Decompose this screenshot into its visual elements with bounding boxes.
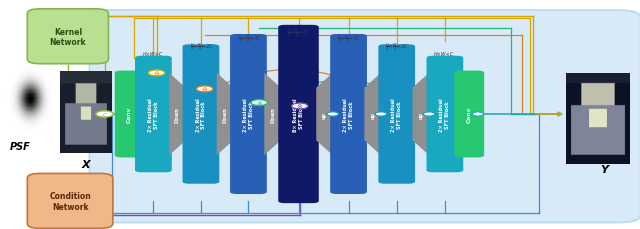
Circle shape (423, 112, 435, 117)
Text: 2× Residual
SFT Block: 2× Residual SFT Block (343, 98, 354, 131)
Text: H×W×C: H×W×C (434, 52, 454, 57)
Circle shape (375, 112, 387, 117)
Text: $\frac{H}{2}$$\times$$\frac{W}{2}$$\times$2C: $\frac{H}{2}$$\times$$\frac{W}{2}$$\time… (190, 41, 214, 52)
FancyBboxPatch shape (426, 57, 463, 172)
Polygon shape (264, 74, 281, 155)
FancyBboxPatch shape (330, 35, 367, 194)
Text: Down: Down (223, 107, 227, 122)
FancyBboxPatch shape (454, 71, 484, 158)
FancyBboxPatch shape (230, 35, 267, 194)
FancyBboxPatch shape (135, 57, 172, 172)
Text: H×W×C: H×W×C (143, 52, 163, 57)
FancyBboxPatch shape (182, 45, 220, 184)
Text: $\frac{H}{4}$$\times$$\frac{W}{4}$$\times$4C: $\frac{H}{4}$$\times$$\frac{W}{4}$$\time… (238, 33, 262, 45)
Text: 2× Residual
SFT Block: 2× Residual SFT Block (440, 98, 451, 131)
Circle shape (148, 71, 165, 76)
Text: PSF: PSF (10, 141, 30, 151)
Circle shape (472, 112, 484, 117)
Polygon shape (413, 74, 429, 155)
FancyBboxPatch shape (115, 71, 145, 158)
Text: 2× Residual
SFT Block: 2× Residual SFT Block (196, 98, 206, 131)
Polygon shape (217, 74, 233, 155)
Text: Kernel
Network: Kernel Network (49, 27, 86, 47)
Circle shape (251, 100, 268, 106)
Text: Down: Down (175, 107, 180, 122)
FancyBboxPatch shape (28, 10, 108, 64)
Text: $\frac{H}{2}$$\times$$\frac{W}{2}$$\times$2C: $\frac{H}{2}$$\times$$\frac{W}{2}$$\time… (385, 41, 408, 52)
Text: ⊗: ⊗ (256, 100, 262, 106)
Text: ⊕: ⊕ (202, 87, 207, 93)
FancyBboxPatch shape (28, 174, 113, 228)
Text: up: up (419, 111, 423, 118)
Text: ⊗: ⊗ (297, 104, 303, 109)
Text: up: up (322, 111, 327, 118)
Text: Y: Y (600, 164, 609, 174)
Text: Conv: Conv (127, 106, 132, 123)
Text: $\frac{H}{8}$$\times$$\frac{W}{8}$$\times$8C: $\frac{H}{8}$$\times$$\frac{W}{8}$$\time… (287, 27, 310, 39)
Text: ⊕: ⊕ (154, 71, 159, 76)
Circle shape (327, 112, 339, 117)
Circle shape (96, 111, 113, 118)
Text: Down: Down (270, 107, 275, 122)
Text: C: C (102, 112, 107, 117)
Polygon shape (169, 74, 186, 155)
Text: Condition
Network: Condition Network (49, 191, 91, 211)
Text: 8× Residual
SFT Block: 8× Residual SFT Block (293, 98, 304, 131)
Polygon shape (316, 74, 333, 155)
Text: $\frac{H}{4}$$\times$$\frac{W}{4}$$\times$4C: $\frac{H}{4}$$\times$$\frac{W}{4}$$\time… (337, 33, 360, 45)
Text: 2× Residual
SFT Block: 2× Residual SFT Block (243, 98, 254, 131)
FancyBboxPatch shape (278, 26, 319, 203)
Text: X: X (81, 160, 90, 169)
Circle shape (292, 104, 308, 109)
FancyBboxPatch shape (90, 11, 640, 223)
Text: 2× Residual
SFT Block: 2× Residual SFT Block (391, 98, 402, 131)
Polygon shape (364, 74, 381, 155)
FancyBboxPatch shape (378, 45, 415, 184)
Text: up: up (370, 111, 375, 118)
Text: Conv: Conv (467, 106, 472, 123)
Circle shape (196, 87, 213, 93)
Text: 2× Residual
SFT Block: 2× Residual SFT Block (148, 98, 159, 131)
